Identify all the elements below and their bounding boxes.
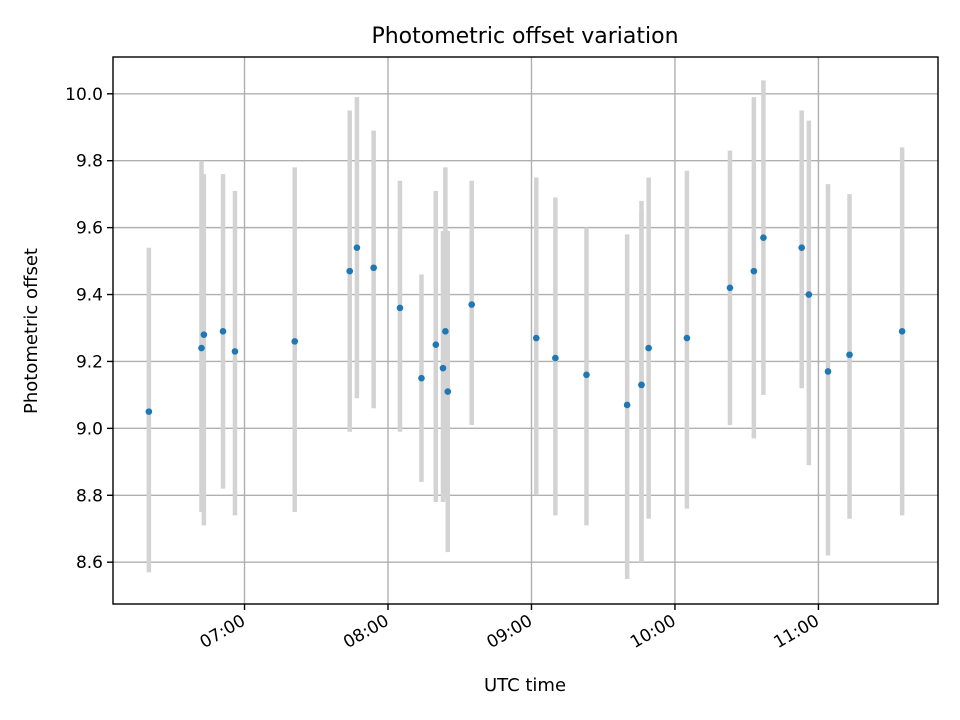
x-tick-label: 09:00 — [484, 611, 536, 653]
data-point — [370, 264, 377, 272]
data-point — [432, 341, 440, 349]
data-points — [145, 234, 906, 415]
data-point — [750, 267, 758, 275]
data-point — [444, 388, 452, 395]
data-point — [805, 291, 813, 298]
chart-title: Photometric offset variation — [371, 24, 678, 49]
data-point — [219, 328, 227, 335]
data-point — [645, 344, 652, 352]
y-tick-label: 9.4 — [76, 286, 103, 306]
x-tick-label: 07:00 — [197, 611, 249, 653]
data-point — [200, 331, 208, 338]
y-tick-label: 10.0 — [65, 85, 103, 105]
data-point — [898, 328, 906, 335]
data-point — [198, 344, 205, 352]
data-point — [291, 338, 299, 345]
y-tick-label: 9.6 — [76, 219, 103, 239]
x-tick-label: 08:00 — [340, 611, 392, 653]
y-tick-label: 8.8 — [76, 486, 103, 506]
x-axis-label: UTC time — [484, 675, 566, 696]
data-point — [760, 234, 767, 241]
data-point — [726, 284, 734, 292]
data-point — [145, 408, 153, 415]
data-point — [552, 354, 559, 362]
y-tick-label: 9.0 — [76, 419, 103, 439]
x-axis-ticks: 07:00 08:00 09:00 10:00 11:00 — [197, 604, 823, 653]
data-point — [623, 401, 631, 409]
data-point — [532, 334, 540, 342]
y-tick-label: 9.8 — [76, 152, 103, 172]
data-point — [396, 304, 404, 312]
y-tick-label: 9.2 — [76, 352, 103, 372]
y-axis-ticks: 8.6 8.8 9.0 9.2 9.4 9.6 9.8 10.0 — [65, 85, 113, 573]
error-bars — [146, 80, 905, 579]
y-tick-label: 8.6 — [76, 553, 103, 573]
data-point — [439, 364, 447, 372]
x-tick-label: 10:00 — [627, 611, 679, 653]
data-point — [442, 328, 449, 335]
data-point — [346, 267, 354, 275]
y-axis-label: Photometric offset — [21, 248, 42, 414]
data-point — [468, 301, 475, 308]
data-point — [583, 371, 590, 379]
data-point — [824, 368, 832, 375]
data-point — [638, 381, 645, 389]
data-point — [231, 348, 239, 355]
data-point — [418, 374, 425, 382]
plot-frame — [112, 56, 939, 605]
data-point — [846, 351, 853, 359]
data-point — [798, 244, 805, 251]
x-tick-label: 11:00 — [770, 611, 822, 653]
data-point — [683, 334, 691, 342]
data-point — [353, 244, 361, 251]
